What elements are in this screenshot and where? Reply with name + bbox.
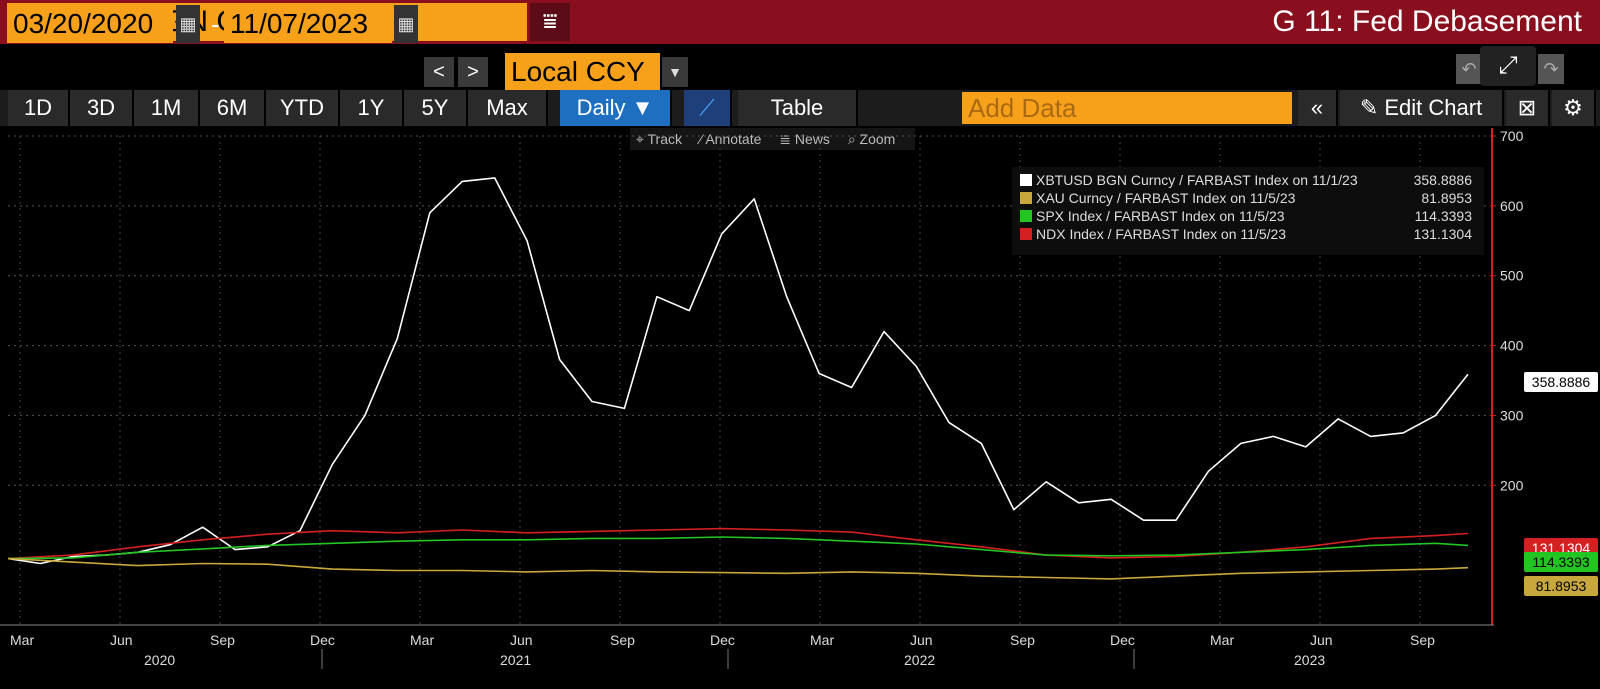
x-tick-label: Sep [210,632,235,648]
y-tick-label: 700 [1500,128,1524,144]
legend-label: XAU Curncy / FARBAST Index on 11/5/23 [1036,190,1296,206]
prev-period-button[interactable]: < [424,57,454,87]
currency-select[interactable]: Local CCY [505,53,660,91]
chart-title: G 11: Fed Debasement [1272,5,1582,38]
table-button[interactable]: Table [738,90,858,126]
calendar-icon[interactable]: ▦ [176,5,200,43]
x-tick-label: Dec [310,632,335,648]
last-value-tag-xbt: 358.8886 [1524,372,1598,392]
frequency-dropdown[interactable]: Daily ▼ [560,90,672,126]
period-6m-button[interactable]: 6M [200,90,266,126]
x-tick-label: Mar [410,632,434,648]
series-line [7,536,1469,560]
legend-value: 114.3393 [1414,208,1472,224]
x-year-label: 2022 [904,652,935,668]
legend-swatch [1020,192,1032,204]
x-tick-label: Mar [810,632,834,648]
period-1y-button[interactable]: 1Y [340,90,404,126]
x-tick-label: Dec [710,632,735,648]
x-tick-label: Sep [610,632,635,648]
legend-label: SPX Index / FARBAST Index on 11/5/23 [1036,208,1285,224]
y-tick-label: 600 [1500,198,1524,214]
period-1d-button[interactable]: 1D [8,90,70,126]
expand-icon[interactable]: ⤢ [1480,46,1536,86]
grid [8,135,1490,625]
period-max-button[interactable]: Max [468,90,548,126]
end-date-input[interactable]: 11/07/2023 [224,5,392,43]
undo-icon[interactable]: ↶ [1456,54,1482,84]
legend-entry: SPX Index / FARBAST Index on 11/5/23 114… [1020,207,1480,225]
y-tick-label: 200 [1500,477,1524,493]
annotate-tool[interactable]: ⁄ Annotate [699,131,762,147]
x-tick-label: Mar [10,632,34,648]
y-tick-label: 300 [1500,407,1524,423]
period-ytd-button[interactable]: YTD [266,90,340,126]
legend-entry: NDX Index / FARBAST Index on 11/5/23 131… [1020,225,1480,243]
series-layer [7,177,1469,580]
track-tool[interactable]: ⌖ Track [636,131,682,147]
legend-swatch [1020,228,1032,240]
legend-value: 358.8886 [1413,172,1472,188]
y-tick-label: 400 [1500,338,1524,354]
chart-settings-icon[interactable]: ⊠ [1506,90,1550,126]
legend-swatch [1020,174,1032,186]
legend-swatch [1020,210,1032,222]
zoom-tool[interactable]: ⌕ Zoom [847,131,896,147]
edit-chart-button[interactable]: ✎ Edit Chart [1340,90,1504,126]
legend-label: NDX Index / FARBAST Index on 11/5/23 [1036,226,1287,242]
x-tick-label: Sep [1010,632,1035,648]
x-axis: Mar Jun Sep Dec Mar Jun Sep Dec Mar Jun Sep Dec Mar J… [0,624,1494,669]
gear-icon[interactable]: ⚙ [1552,90,1596,126]
x-tick-label: Jun [110,632,133,648]
chart-tools: ⌖ Track ⁄ Annotate ≣ News ⌕ Zoom [630,128,916,150]
next-period-button[interactable]: > [458,57,488,87]
start-date-input[interactable]: 03/20/2020 [7,5,173,43]
x-year-label: 2020 [144,652,175,668]
toolbar: 1D 3D 1M 6M YTD 1Y 5Y Max Daily ▼ ⟋ Tabl… [0,90,1600,126]
last-value-tag-spx: 114.3393 [1524,552,1598,572]
collapse-button[interactable]: « [1298,90,1338,126]
x-tick-label: Dec [1110,632,1135,648]
legend-entry: XAU Curncy / FARBAST Index on 11/5/23 81… [1020,189,1480,207]
legend-value: 131.1304 [1413,226,1472,242]
x-tick-label: Sep [1410,632,1435,648]
news-tool[interactable]: ≣ News [779,131,830,147]
series-line [7,557,1469,580]
redo-icon[interactable]: ↷ [1538,54,1564,84]
line-chart-icon[interactable]: ⟋ [684,90,732,126]
legend-entry: XBTUSD BGN Curncy / FARBAST Index on 11/… [1020,171,1480,189]
add-data-input[interactable]: Add Data [962,92,1292,124]
x-year-label: 2021 [500,652,531,668]
legend-value: 81.8953 [1421,190,1472,206]
y-axis: 200 300 400 500 600 700 [1490,128,1524,625]
chart-area[interactable]: 200 300 400 500 600 700 Mar Jun Sep Dec Mar Jun Sep… [0,128,1600,689]
y-tick-label: 500 [1500,268,1524,284]
date-separator: - [211,9,220,39]
calendar-icon[interactable]: ▦ [394,5,418,43]
period-1m-button[interactable]: 1M [134,90,200,126]
chevron-down-icon[interactable]: ▼ [662,57,688,87]
last-value-tag-xau: 81.8953 [1524,576,1598,596]
period-5y-button[interactable]: 5Y [404,90,468,126]
period-3d-button[interactable]: 3D [70,90,134,126]
legend: XBTUSD BGN Curncy / FARBAST Index on 11/… [1012,167,1484,255]
x-tick-label: Jun [1310,632,1333,648]
legend-label: XBTUSD BGN Curncy / FARBAST Index on 11/… [1036,172,1358,188]
series-line [7,177,1469,565]
menu-filter-icon[interactable]: ⩸ [530,3,570,41]
x-tick-label: Jun [510,632,533,648]
x-tick-label: Mar [1210,632,1234,648]
x-year-label: 2023 [1294,652,1325,668]
x-tick-label: Jun [910,632,933,648]
